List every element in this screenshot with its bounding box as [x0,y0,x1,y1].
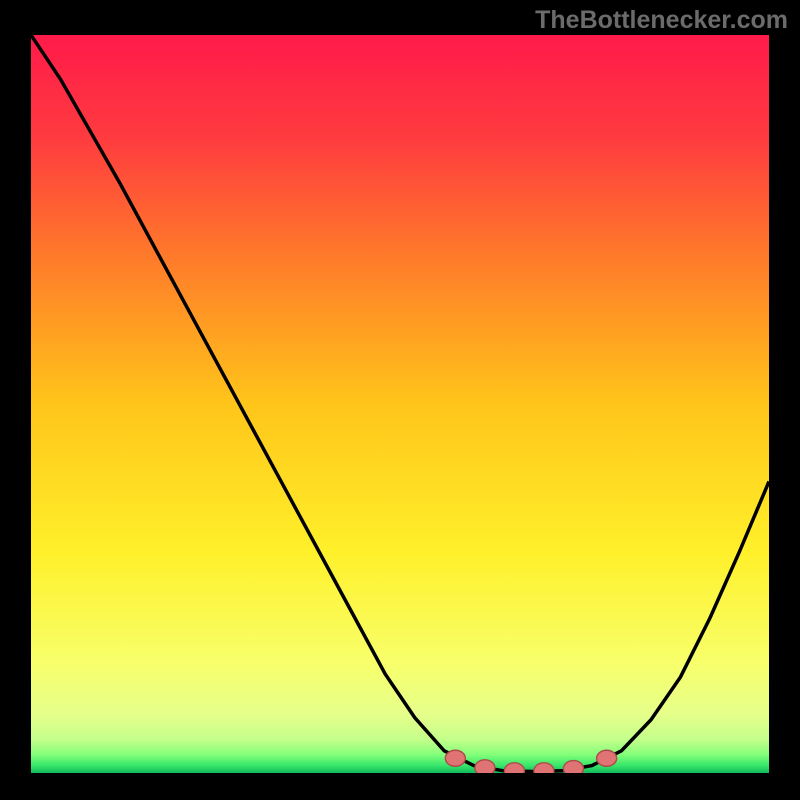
optimal-marker [563,761,583,773]
gradient-background [31,35,769,773]
optimal-marker [475,760,495,773]
optimal-marker [534,763,554,773]
watermark-text: TheBottlenecker.com [535,6,788,35]
optimal-marker [597,750,617,766]
chart-plot-area [31,35,769,773]
optimal-marker [504,763,524,773]
chart-frame: TheBottlenecker.com [0,0,800,800]
optimal-marker [445,750,465,766]
